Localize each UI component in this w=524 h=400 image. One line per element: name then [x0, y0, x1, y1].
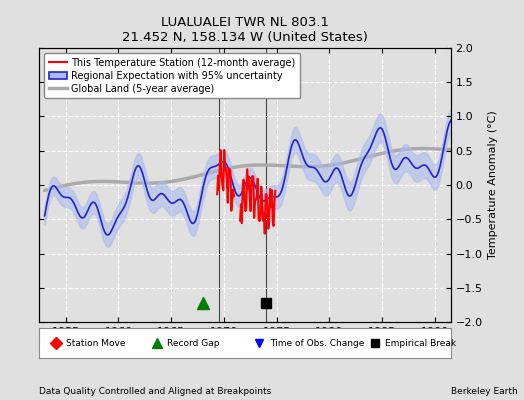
Y-axis label: Temperature Anomaly (°C): Temperature Anomaly (°C) — [488, 111, 498, 259]
Text: Berkeley Earth: Berkeley Earth — [451, 387, 517, 396]
Title: LUALUALEI TWR NL 803.1
21.452 N, 158.134 W (United States): LUALUALEI TWR NL 803.1 21.452 N, 158.134… — [122, 16, 368, 44]
Text: Station Move: Station Move — [66, 338, 126, 348]
Legend: This Temperature Station (12-month average), Regional Expectation with 95% uncer: This Temperature Station (12-month avera… — [44, 53, 300, 98]
Text: Data Quality Controlled and Aligned at Breakpoints: Data Quality Controlled and Aligned at B… — [39, 387, 271, 396]
Text: Empirical Break: Empirical Break — [385, 338, 456, 348]
Text: Record Gap: Record Gap — [167, 338, 220, 348]
Text: Time of Obs. Change: Time of Obs. Change — [270, 338, 364, 348]
